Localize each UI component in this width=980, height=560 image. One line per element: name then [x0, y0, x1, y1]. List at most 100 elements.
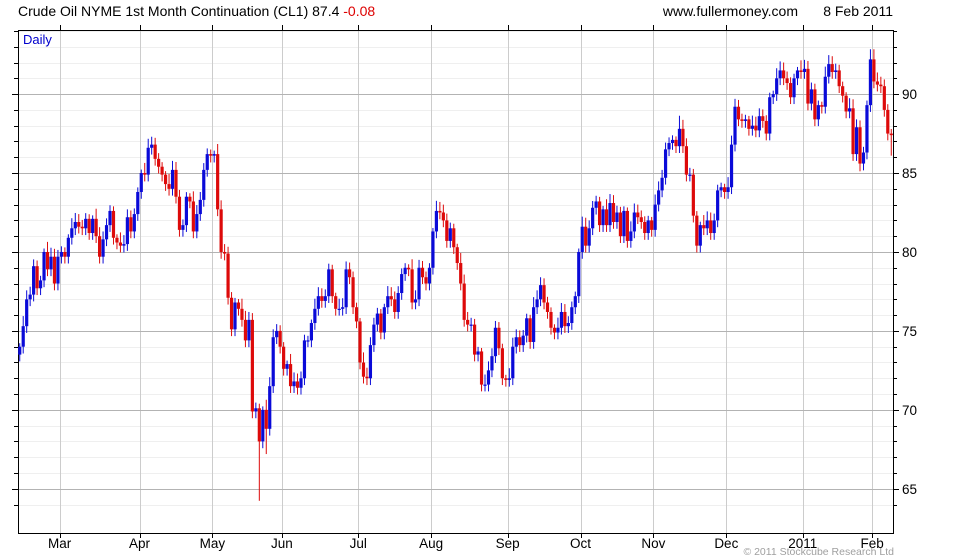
candle	[341, 307, 345, 309]
candle	[660, 177, 664, 191]
candle	[45, 251, 50, 270]
chart-title-text: Crude Oil NYME 1st Month Continuation (C…	[18, 3, 340, 19]
candle	[257, 408, 261, 442]
candle	[188, 196, 192, 202]
candle	[320, 296, 324, 301]
candle	[49, 256, 53, 270]
minor-gridlines	[18, 31, 893, 506]
candle	[441, 212, 445, 221]
candle	[615, 212, 619, 222]
candle	[393, 299, 397, 312]
candle	[889, 133, 893, 136]
candle	[820, 105, 824, 107]
candle	[504, 378, 508, 380]
candle	[806, 68, 810, 104]
candle	[170, 169, 175, 189]
candle	[66, 237, 70, 257]
candle	[750, 125, 754, 129]
candle	[684, 146, 689, 175]
candle	[681, 128, 685, 147]
candle	[650, 220, 654, 230]
candle	[802, 68, 807, 72]
candle	[261, 409, 265, 442]
candle	[705, 220, 709, 229]
candle	[236, 302, 241, 309]
candle	[25, 299, 29, 327]
candle	[229, 297, 234, 330]
candle	[597, 201, 602, 226]
candle	[545, 302, 550, 312]
candle	[77, 221, 81, 227]
x-axis-tick-label: Nov	[641, 536, 665, 551]
date-label: 8 Feb 2011	[823, 3, 893, 19]
candle	[42, 251, 46, 281]
candle	[775, 78, 779, 95]
candle	[115, 237, 119, 243]
candle	[854, 127, 859, 155]
candle	[601, 209, 605, 226]
candle	[792, 78, 796, 98]
candle	[490, 356, 494, 371]
candle	[212, 154, 216, 156]
candle	[608, 203, 612, 226]
candle	[351, 277, 355, 308]
candle	[97, 236, 102, 257]
candle	[28, 294, 32, 300]
x-axis-tick-label: 2011	[788, 536, 817, 551]
candle	[219, 209, 223, 252]
candle	[313, 308, 317, 324]
candle	[511, 346, 515, 379]
candle	[535, 299, 539, 308]
candle	[827, 64, 831, 77]
candle	[872, 59, 876, 82]
candle	[157, 158, 161, 167]
candle	[122, 244, 126, 246]
candle	[594, 201, 598, 208]
candle	[677, 128, 682, 147]
candle	[837, 70, 841, 87]
candle	[431, 231, 435, 268]
candle	[768, 97, 772, 134]
candle	[622, 210, 626, 237]
candle	[163, 174, 168, 185]
candle	[782, 70, 786, 79]
candle	[570, 307, 574, 324]
candle	[129, 217, 133, 232]
candle	[667, 143, 671, 150]
candle	[698, 225, 702, 246]
candle	[834, 70, 838, 72]
candle	[493, 327, 498, 357]
candle	[21, 326, 25, 347]
candle	[146, 147, 150, 175]
candle	[438, 210, 442, 213]
candle	[573, 296, 577, 308]
candle	[625, 210, 629, 241]
y-axis-tick-label: 85	[902, 166, 917, 181]
candle	[424, 277, 428, 284]
candle	[379, 313, 383, 333]
candle	[243, 319, 248, 341]
y-axis-tick-label: 90	[902, 87, 917, 102]
candle	[847, 108, 852, 112]
candle	[375, 313, 379, 325]
candle	[709, 220, 713, 234]
candle	[452, 228, 456, 248]
candle	[542, 285, 546, 303]
x-axis-tick-label: Apr	[129, 536, 151, 551]
candle	[813, 89, 817, 120]
y-axis-tick-label: 65	[902, 482, 917, 497]
candle	[611, 203, 616, 222]
candle	[104, 225, 109, 240]
candle	[459, 263, 463, 284]
candle	[386, 296, 390, 308]
candle	[747, 119, 751, 129]
candle	[365, 376, 369, 379]
candle	[209, 154, 213, 156]
candle	[59, 251, 64, 257]
candle	[101, 239, 105, 257]
candle	[361, 362, 366, 377]
candle	[716, 190, 720, 221]
chart-title: Crude Oil NYME 1st Month Continuation (C…	[18, 3, 375, 19]
candle	[799, 70, 803, 72]
x-axis-tick-label: Feb	[861, 536, 884, 551]
